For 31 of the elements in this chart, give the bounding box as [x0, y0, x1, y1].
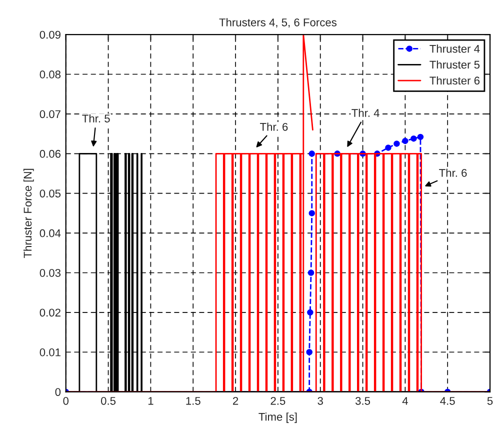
y-axis-title: Thruster Force [N]: [23, 168, 34, 258]
x-tick-label: 1.5: [186, 397, 200, 405]
x-tick-label: 3.5: [355, 396, 370, 405]
x-axis-title: Time [s]: [258, 412, 297, 423]
legend-label: Thruster 5: [430, 60, 480, 69]
annotation: Thr. 5: [82, 114, 110, 122]
x-tick-label: 0.5: [100, 396, 116, 405]
annotation: Thr. 6: [260, 122, 288, 131]
x-tick-label: 2.5: [270, 396, 286, 405]
x-tick-label: 1: [148, 397, 154, 405]
y-tick-label: 0.04: [40, 229, 61, 238]
x-tick-label: 3: [318, 396, 323, 405]
legend-label: Thruster 6: [430, 76, 480, 85]
chart-title: Thrusters 4, 5, 6 Forces: [219, 18, 337, 28]
legend-label: Thruster 4: [430, 44, 480, 53]
y-tick-label: 0.03: [40, 269, 61, 277]
x-tick-label: 0: [63, 396, 69, 405]
y-tick-label: 0.06: [40, 150, 61, 158]
y-tick-label: 0: [55, 388, 61, 396]
x-tick-label: 4: [402, 397, 408, 405]
y-tick-label: 0.08: [40, 70, 61, 78]
annotation: Thr. 4: [352, 108, 380, 117]
x-tick-label: 5: [487, 397, 493, 405]
y-tick-label: 0.01: [40, 348, 60, 356]
y-tick-label: 0.02: [40, 308, 60, 317]
x-tick-label: 4.5: [440, 397, 455, 405]
y-tick-label: 0.09: [40, 30, 60, 39]
y-tick-label: 0.05: [40, 190, 61, 198]
x-tick-label: 2: [233, 396, 238, 405]
y-tick-label: 0.07: [40, 110, 60, 118]
annotation: Thr. 6: [439, 168, 467, 177]
